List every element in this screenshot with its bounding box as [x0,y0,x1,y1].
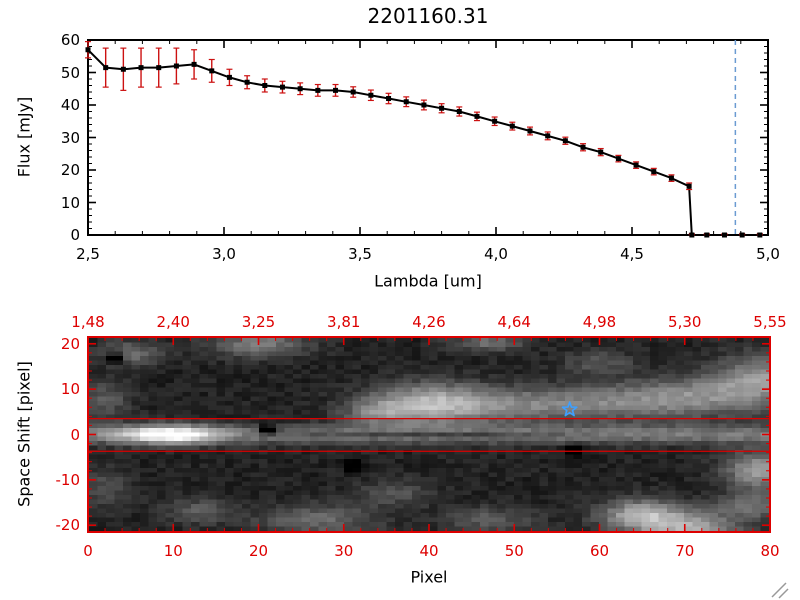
data-marker [615,156,621,162]
x-tick-label: 4,5 [620,245,644,263]
data-marker [739,232,745,238]
pixel-tick-label: 40 [419,542,439,560]
data-marker [721,232,727,238]
x-tick-label: 5,0 [756,245,780,263]
wavelength-tick-label: 2,40 [156,313,190,331]
wavelength-tick-label: 4,64 [497,313,531,331]
spectrum-plot-frame [87,39,769,236]
resize-grip[interactable] [771,582,787,598]
data-marker [439,105,445,111]
data-marker [85,47,91,53]
data-marker [668,175,674,181]
data-marker [191,61,197,67]
wavelength-tick-label: 3,25 [241,313,276,331]
data-marker [704,232,710,238]
data-marker [509,123,515,129]
data-marker [456,109,462,114]
x-tick-label: 3,0 [212,245,236,263]
data-marker [562,138,568,144]
data-marker [580,144,586,150]
lambda-axis-label: Lambda [um] [374,271,482,291]
space-shift-tick-label: 0 [70,425,80,444]
data-marker [333,87,339,93]
data-marker [545,133,551,139]
x-tick-label: 4,0 [484,245,508,263]
wavelength-tick-label: 4,26 [412,313,446,331]
resize-grip[interactable] [778,588,789,599]
data-marker [226,74,232,80]
wavelength-tick-label: 5,30 [668,313,702,331]
data-marker [368,92,374,98]
space-shift-tick-label: 20 [60,334,80,353]
data-marker [297,86,303,92]
spectral-image-canvas[interactable] [89,338,769,531]
data-marker [598,149,604,155]
data-marker [138,65,144,71]
data-marker [103,65,109,71]
pixel-tick-label: 80 [760,542,780,560]
data-marker [651,169,657,175]
plot-title: 2201160.31 [367,4,489,28]
y-tick-label: 20 [60,161,80,179]
data-marker [262,83,268,88]
y-tick-label: 10 [60,193,80,212]
pixel-tick-label: 50 [504,542,524,560]
wavelength-tick-label: 1,48 [71,313,105,331]
space-shift-axis-label: Space Shift [pixel] [14,361,34,507]
data-marker [279,84,285,90]
space-shift-tick-label: -20 [55,516,81,535]
pixel-tick-label: 60 [589,542,610,560]
data-marker [209,68,215,74]
y-tick-label: 50 [60,63,80,82]
space-shift-tick-label: -10 [55,470,81,489]
data-marker [350,89,356,95]
wavelength-tick-label: 5,55 [753,313,787,331]
data-marker [173,63,179,69]
spectrum-line [87,49,760,236]
data-marker [156,65,162,71]
data-marker [386,96,392,101]
data-marker [315,87,321,93]
data-marker [527,128,533,134]
data-marker [689,232,695,238]
data-marker [686,183,692,189]
pixel-axis-label: Pixel [410,567,448,587]
data-marker [633,162,639,168]
data-marker [244,79,250,85]
wavelength-tick-label: 3,81 [327,313,361,331]
y-tick-label: 60 [60,31,80,49]
pixel-tick-label: 10 [163,542,183,560]
space-shift-tick-label: 10 [60,380,80,399]
pixel-tick-label: 70 [675,542,695,560]
pixel-tick-label: 30 [334,542,354,560]
data-marker [474,113,480,119]
flux-axis-label: Flux [mJy] [14,96,34,178]
pixel-tick-label: 0 [83,542,93,560]
x-tick-label: 3,5 [348,245,372,263]
data-marker [492,118,498,124]
pixel-tick-label: 20 [248,542,269,560]
y-tick-label: 40 [60,96,80,114]
data-marker [757,232,763,238]
x-tick-label: 2,5 [76,245,100,263]
y-tick-label: 0 [70,226,80,244]
y-tick-label: 30 [60,128,80,147]
data-marker [421,102,427,108]
data-marker [120,66,126,72]
wavelength-tick-label: 4,98 [582,313,617,331]
data-marker [403,99,409,105]
